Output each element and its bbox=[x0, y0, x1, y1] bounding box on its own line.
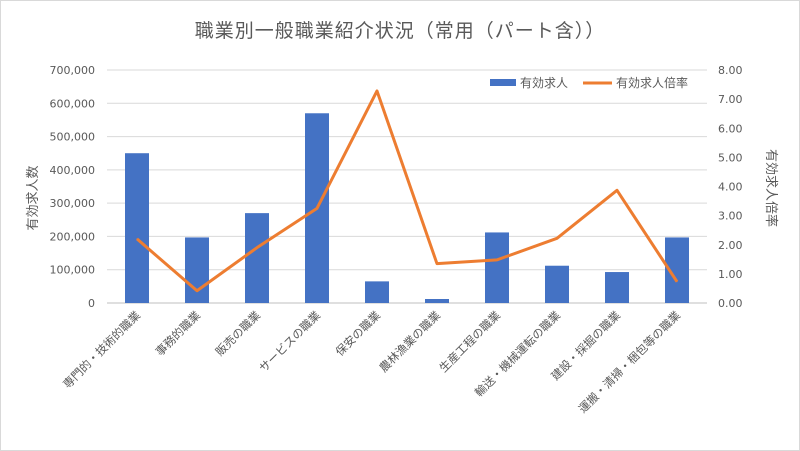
bar bbox=[365, 281, 389, 303]
left-tick-label: 200,000 bbox=[50, 230, 96, 243]
line-point bbox=[676, 281, 678, 283]
right-tick-label: 4.00 bbox=[718, 181, 743, 194]
left-tick-label: 700,000 bbox=[50, 64, 96, 77]
left-tick-label: 400,000 bbox=[50, 164, 96, 177]
category-label: 専門的・技術的職業 bbox=[60, 308, 143, 391]
right-tick-label: 1.00 bbox=[718, 268, 743, 281]
line-point bbox=[196, 290, 198, 292]
category-label: 販売の職業 bbox=[213, 308, 264, 359]
bar bbox=[125, 153, 149, 303]
legend-label-line: 有効求人倍率 bbox=[616, 75, 688, 90]
right-tick-label: 6.00 bbox=[718, 122, 743, 135]
right-tick-label: 2.00 bbox=[718, 239, 743, 252]
line-point bbox=[316, 207, 318, 209]
line-series bbox=[136, 89, 679, 293]
category-label: 保安の職業 bbox=[333, 308, 384, 359]
right-tick-label: 7.00 bbox=[718, 93, 743, 106]
right-tick-label: 3.00 bbox=[718, 210, 743, 223]
line-point bbox=[616, 189, 618, 191]
bar-series bbox=[125, 113, 689, 304]
bar bbox=[185, 237, 209, 303]
chart-title: 職業別一般職業紹介状況（常用（パート含）） bbox=[194, 20, 606, 42]
left-tick-label: 500,000 bbox=[50, 131, 96, 144]
right-axis-title: 有効求人倍率 bbox=[763, 149, 779, 227]
bar bbox=[545, 265, 569, 303]
left-axis-ticks: 0 100,000 200,000 300,000 400,000 500,000 600,… bbox=[50, 64, 96, 310]
right-axis-ticks: 0.00 1.00 2.00 3.00 4.00 5.00 6.00 7.00 8.00 bbox=[718, 64, 743, 310]
right-tick-label: 5.00 bbox=[718, 151, 743, 164]
bar bbox=[485, 232, 509, 303]
left-axis-title: 有効求人数 bbox=[26, 165, 41, 230]
bar bbox=[605, 272, 629, 303]
legend-swatch-bar bbox=[490, 79, 516, 86]
category-label: 生産工程の職業 bbox=[436, 308, 503, 375]
line-path bbox=[136, 89, 679, 293]
line-point bbox=[436, 263, 438, 265]
left-tick-label: 300,000 bbox=[50, 197, 96, 210]
legend: 有効求人 有効求人倍率 bbox=[490, 75, 688, 90]
category-label: サービスの職業 bbox=[256, 308, 323, 375]
line-point bbox=[376, 90, 378, 92]
left-tick-label: 100,000 bbox=[50, 264, 96, 277]
bar bbox=[425, 299, 449, 303]
category-label: 農林漁業の職業 bbox=[376, 308, 443, 375]
right-tick-label: 8.00 bbox=[718, 64, 743, 77]
line-point bbox=[496, 259, 498, 261]
left-tick-label: 600,000 bbox=[50, 97, 96, 110]
category-label: 運搬・清掃・梱包等の職業 bbox=[576, 308, 684, 416]
line-point bbox=[256, 247, 258, 249]
category-label: 事務的職業 bbox=[153, 308, 204, 359]
right-tick-label: 0.00 bbox=[718, 297, 743, 310]
left-tick-label: 0 bbox=[88, 297, 95, 310]
line-point bbox=[136, 238, 138, 240]
bar bbox=[245, 213, 269, 303]
line-point bbox=[556, 237, 558, 239]
legend-label-bar: 有効求人 bbox=[520, 75, 568, 90]
gridlines bbox=[107, 69, 707, 304]
